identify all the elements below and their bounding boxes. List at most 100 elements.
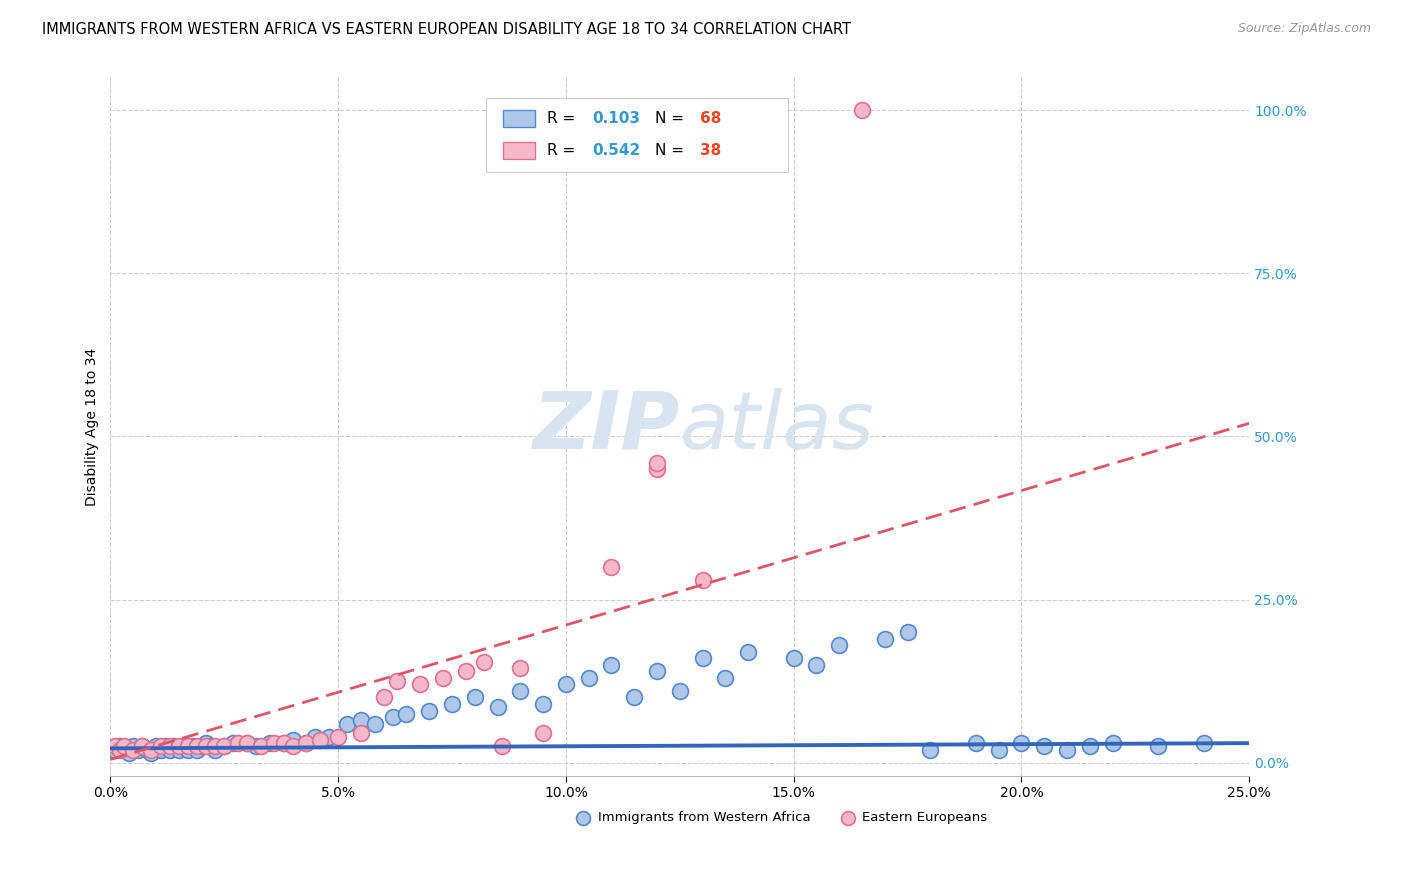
Point (645, 665, 668, 679)
Point (381, 710, 404, 724)
Point (350, 726, 373, 740)
Point (578, 671, 600, 685)
Point (395, 706, 418, 721)
Point (472, 655, 495, 669)
Text: 0.103: 0.103 (592, 112, 640, 126)
Point (1078, 739, 1101, 754)
Point (108, 739, 131, 754)
Text: 0.542: 0.542 (592, 144, 640, 158)
Point (112, 739, 135, 754)
Point (108, 742, 131, 756)
Point (273, 736, 295, 750)
Point (328, 730, 350, 744)
Point (318, 730, 340, 744)
Point (1010, 736, 1032, 750)
Point (600, 657, 623, 672)
Text: N =: N = (655, 144, 689, 158)
Point (554, 677, 576, 691)
Point (104, 739, 127, 754)
Text: atlas: atlas (679, 388, 875, 466)
Point (623, 690, 645, 705)
Point (295, 736, 318, 750)
Point (245, 739, 267, 754)
Text: R =: R = (547, 144, 579, 158)
Point (117, 746, 139, 760)
Point (122, 739, 145, 754)
Text: Eastern Europeans: Eastern Europeans (862, 811, 987, 824)
Point (692, 651, 714, 665)
Text: N =: N = (655, 112, 689, 126)
Point (159, 739, 181, 754)
Point (1101, 736, 1123, 750)
Point (692, 573, 714, 587)
Point (200, 739, 222, 754)
Point (104, 742, 127, 756)
Point (920, 742, 942, 756)
Point (509, 661, 531, 675)
Point (131, 739, 153, 754)
Point (509, 684, 531, 698)
Point (1147, 739, 1170, 754)
Point (122, 742, 145, 756)
Text: 38: 38 (700, 144, 721, 158)
Point (222, 736, 245, 750)
Point (668, 684, 690, 698)
Point (186, 742, 208, 756)
Point (195, 736, 218, 750)
Point (172, 739, 194, 754)
Point (236, 736, 259, 750)
Point (531, 697, 554, 711)
Point (177, 739, 200, 754)
Point (149, 739, 172, 754)
Point (153, 739, 176, 754)
Point (281, 739, 304, 754)
Point (432, 671, 454, 685)
Point (309, 732, 332, 747)
Point (112, 742, 135, 756)
Point (167, 742, 190, 756)
Point (226, 736, 249, 750)
Point (1192, 736, 1215, 750)
Point (259, 736, 281, 750)
Point (141, 742, 163, 756)
Point (295, 736, 318, 750)
Point (645, 455, 668, 469)
Point (965, 736, 987, 750)
Point (149, 742, 172, 756)
Point (491, 739, 513, 754)
Point (145, 739, 167, 754)
Point (373, 690, 395, 705)
Point (737, 645, 759, 659)
Point (782, 651, 804, 665)
Point (141, 746, 163, 760)
Point (454, 665, 477, 679)
Point (159, 742, 181, 756)
Point (806, 657, 828, 672)
Bar (503, 110, 536, 128)
Point (600, 560, 623, 574)
Point (131, 739, 153, 754)
Point (464, 690, 486, 705)
Point (214, 739, 236, 754)
Point (177, 742, 200, 756)
Point (336, 716, 359, 731)
Point (645, 462, 668, 476)
Y-axis label: Disability Age 18 to 34: Disability Age 18 to 34 (86, 348, 100, 506)
Point (828, 638, 851, 652)
Point (163, 739, 186, 754)
Point (263, 736, 285, 750)
Point (273, 736, 295, 750)
Text: R =: R = (547, 112, 579, 126)
FancyBboxPatch shape (486, 98, 787, 172)
Point (441, 697, 464, 711)
Point (195, 739, 218, 754)
Point (236, 736, 259, 750)
Point (1033, 739, 1056, 754)
Point (214, 739, 236, 754)
Text: Source: ZipAtlas.com: Source: ZipAtlas.com (1237, 22, 1371, 36)
Point (851, 103, 873, 117)
Point (531, 726, 554, 740)
Point (281, 732, 304, 747)
Point (204, 739, 226, 754)
Text: 68: 68 (700, 112, 721, 126)
